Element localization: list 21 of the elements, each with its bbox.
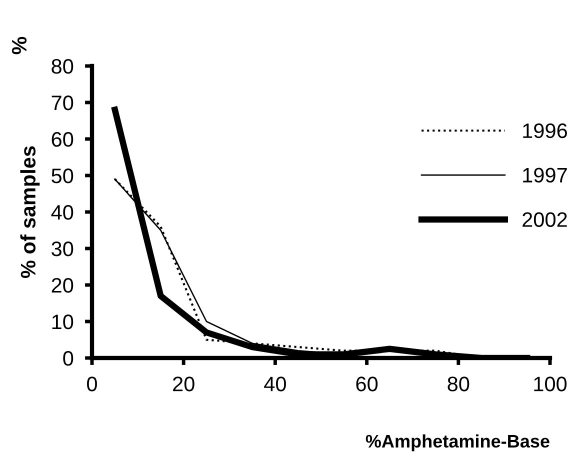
legend-label: 1996 [523,123,567,138]
x-tick-label: 20 [173,376,194,392]
y-tick-label: 30 [52,242,74,256]
text: % [12,36,27,54]
x-tick-label: 100 [534,376,567,392]
x-tick-label: 0 [87,376,97,392]
x-tick-label: 40 [264,376,286,392]
y-tick-label: 60 [52,132,74,147]
x-tick-label: 60 [356,376,378,392]
y-tick-label: 50 [52,168,74,184]
y-tick-label: 40 [51,205,74,220]
y-tick-label: 80 [52,59,74,74]
y-tick-label: 10 [52,314,74,330]
y-axis-title: % of samples [20,146,40,278]
x-tick-label: 80 [448,376,470,392]
x-axis-title: %Amphetamine-Base [366,434,550,452]
legend-label: 1997 [523,168,567,183]
y-tick-label: 0 [63,351,74,366]
y-tick-label: 70 [52,96,74,110]
legend-label: 2002 [522,212,567,227]
y-tick-label: 20 [52,278,74,293]
